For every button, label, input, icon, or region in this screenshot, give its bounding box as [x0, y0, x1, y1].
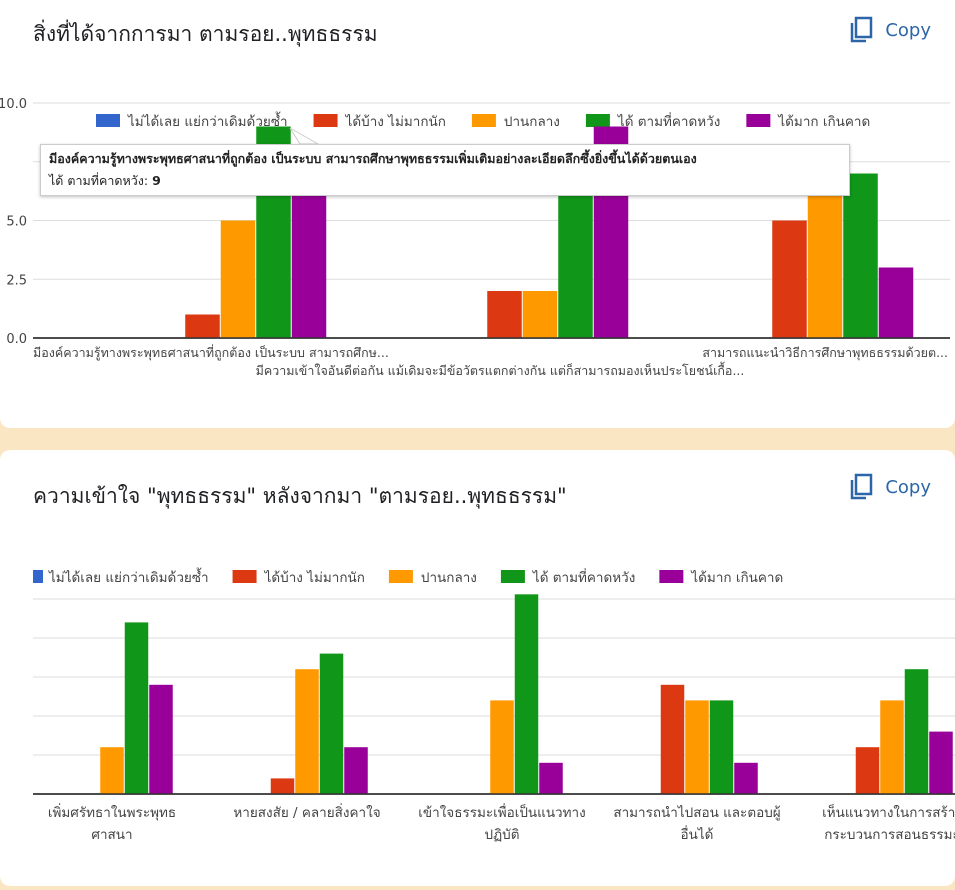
y-tick-label: 5.0 [6, 215, 27, 230]
bar-1-3 [660, 684, 685, 794]
bar-chart: ไม่ได้เลย แย่กว่าเดิมด้วยซ้ำ ได้บ้าง ไม่ม… [33, 567, 955, 843]
copy-button[interactable]: Copy [849, 16, 931, 44]
bar-1-2 [772, 220, 807, 338]
bar-2-0 [100, 747, 124, 794]
copy-button[interactable]: Copy [849, 473, 931, 501]
bar-4-3 [734, 762, 758, 794]
legend-swatch [585, 114, 610, 127]
tooltip-pointer [289, 127, 320, 145]
copy-label: Copy [885, 19, 931, 41]
bar-2-4 [880, 700, 904, 794]
x-tick-label: เห็นแนวทางในการสร้าง [822, 803, 955, 821]
bar-3-4 [904, 669, 929, 794]
bar-2-3 [685, 700, 709, 794]
x-tick-label: กระบวนการสอนธรรมะ [824, 827, 955, 843]
legend-swatch [388, 570, 413, 583]
bar-3-1 [319, 653, 344, 794]
copy-icon [851, 16, 873, 43]
tooltip-title: มีองค์ความรู้ทางพระพุทธศาสนาที่ถูกต้อง เ… [49, 151, 697, 166]
y-tick-label: 10.0 [0, 97, 27, 112]
legend-label: ไม่ได้เลย แย่กว่าเดิมด้วยซ้ำ [48, 567, 209, 586]
legend-swatch [659, 570, 684, 583]
x-tick-label: อื่นได้ [681, 825, 714, 843]
legend-label: ได้ ตามที่คาดหวัง [532, 568, 635, 586]
bar-1-0 [185, 314, 220, 338]
x-tick-label: ศาสนา [91, 827, 132, 843]
bar-2-2 [807, 173, 843, 338]
bar-2-1 [522, 291, 558, 338]
y-tick-label: 0.0 [6, 332, 27, 347]
legend-label: ได้บ้าง ไม่มากนัก [264, 570, 365, 586]
bar-3-2 [843, 173, 878, 338]
legend-label: ปานกลาง [504, 114, 560, 130]
x-tick-label: สามารถนำไปสอน และตอบผู้ [613, 805, 780, 821]
bar-4-2 [539, 762, 563, 794]
chart-card-1: สิ่งที่ได้จากการมา ตามรอย..พุทธธรรม Copy… [0, 0, 955, 428]
bar-3-0 [124, 622, 149, 794]
bar-1-1 [270, 778, 295, 794]
legend-swatch [96, 114, 120, 127]
tooltip-value: 9 [152, 173, 161, 188]
copy-label: Copy [885, 476, 931, 498]
x-tick-label: มีองค์ความรู้ทางพระพุทธศาสนาที่ถูกต้อง เ… [33, 344, 389, 361]
x-tick-label: เพิ่มศรัทธาในพระพุทธ [48, 803, 176, 821]
x-tick-label: หายสงสัย / คลายสิ่งคาใจ [233, 803, 380, 821]
legend-label: ปานกลาง [421, 570, 477, 586]
bar-4-1 [344, 747, 368, 794]
x-tick-label: สามารถแนะนำวิธีการศึกษาพุทธธรรมด้วยต... [702, 345, 948, 361]
legend-label: ได้มาก เกินคาด [777, 114, 870, 130]
bar-1-1 [487, 291, 522, 338]
y-tick-label: 2.5 [6, 273, 27, 288]
legend-label: ได้บ้าง ไม่มากนัก [345, 114, 446, 130]
chart-title: สิ่งที่ได้จากการมา ตามรอย..พุทธธรรม [33, 22, 378, 46]
bar-4-2 [878, 267, 914, 338]
bar-3-2 [514, 594, 539, 794]
bar-2-1 [295, 669, 319, 794]
legend-swatch [232, 570, 257, 583]
x-tick-label: ปฏิบัติ [485, 827, 520, 843]
tooltip-label: ได้ ตามที่คาดหวัง: [49, 173, 149, 188]
bar-4-0 [149, 684, 173, 794]
bar-4-4 [929, 731, 953, 794]
legend-swatch [33, 570, 43, 583]
bar-chart: 0.0 2.5 5.0 10.0 ไม่ได้เลย แย่กว่าเดิมด้วยซ้… [0, 97, 950, 378]
legend-label: ไม่ได้เลย แย่กว่าเดิมด้วยซ้ำ [127, 111, 288, 130]
legend-label: ได้ ตามที่คาดหวัง [617, 112, 720, 130]
bar-3-3 [709, 700, 734, 794]
copy-icon [851, 473, 873, 500]
legend-swatch [500, 570, 525, 583]
legend-swatch [471, 114, 496, 127]
bar-2-2 [490, 700, 514, 794]
chart-tooltip: มีองค์ความรู้ทางพระพุทธศาสนาที่ถูกต้อง เ… [40, 144, 850, 196]
chart-card-2: ความเข้าใจ "พุทธธรรม" หลังจากมา "ตามรอย.… [0, 450, 955, 886]
chart-title: ความเข้าใจ "พุทธธรรม" หลังจากมา "ตามรอย.… [33, 484, 567, 508]
bar-2-0 [220, 220, 256, 338]
bar-1-4 [855, 747, 880, 794]
legend-swatch [313, 114, 338, 127]
x-tick-label: มีความเข้าใจอันดีต่อกัน แม้เดิมจะมีข้อวั… [256, 361, 745, 378]
legend-label: ได้มาก เกินคาด [690, 570, 783, 586]
legend-swatch [746, 114, 771, 127]
x-tick-label: เข้าใจธรรมะเพื่อเป็นแนวทาง [418, 803, 585, 821]
